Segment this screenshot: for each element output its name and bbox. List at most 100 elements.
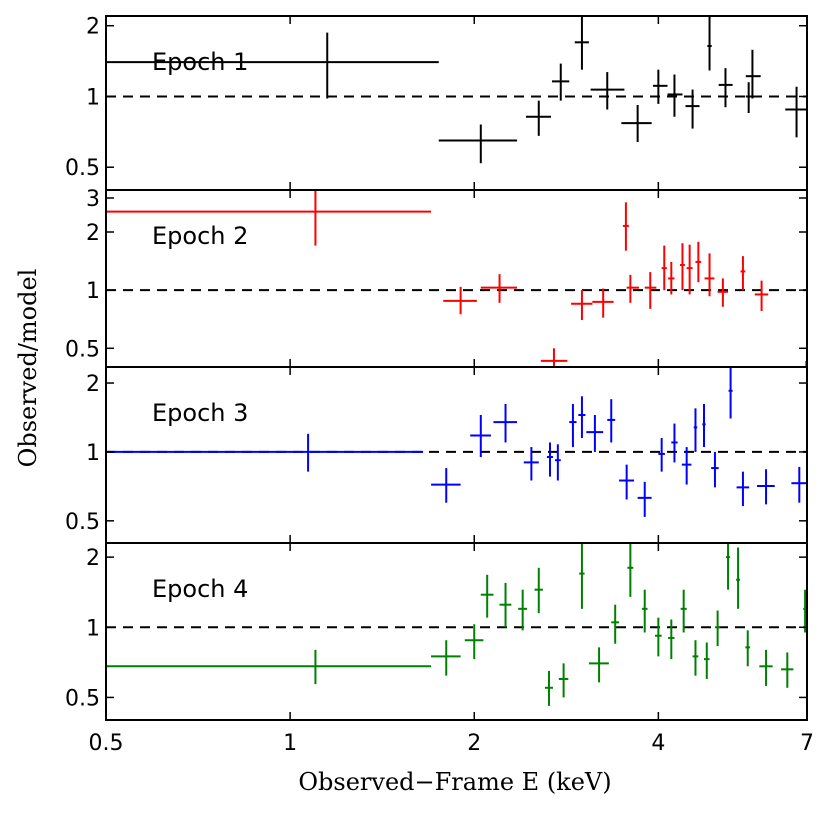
x-axis-title: Observed−Frame E (keV): [298, 768, 611, 796]
panel-frame: [105, 189, 808, 368]
data-point: [106, 32, 439, 99]
panel-label: Epoch 2: [152, 222, 248, 250]
y-tick-label: 0.5: [65, 337, 100, 362]
data-point: [558, 663, 569, 698]
data-point: [714, 610, 721, 647]
data-point: [627, 543, 634, 597]
x-tick-label: 1: [283, 731, 297, 756]
data-point: [622, 202, 629, 251]
data-point: [525, 100, 551, 136]
data-point: [586, 414, 604, 452]
data-point: [626, 274, 640, 303]
data-point: [534, 567, 543, 614]
x-tick-label: 0.5: [89, 731, 124, 756]
data-point: [644, 272, 657, 309]
data-point: [544, 670, 553, 706]
panel-frame: [105, 542, 808, 721]
data-point: [470, 414, 491, 458]
data-point: [680, 589, 687, 633]
data-point: [740, 256, 746, 291]
y-tick-label: 0.5: [65, 510, 100, 535]
data-point: [652, 69, 668, 104]
data-point: [540, 348, 568, 367]
panel-epoch-2: 0.5 1 2 3 Epoch 2: [65, 187, 808, 368]
data-point: [745, 630, 751, 667]
data-point: [757, 469, 775, 505]
data-point: [607, 399, 616, 443]
data-point: [438, 124, 518, 164]
y-tick-label: 2: [86, 221, 100, 246]
data-point: [791, 466, 807, 503]
data-point: [736, 547, 741, 609]
data-point: [578, 396, 586, 439]
panel-label: Epoch 4: [152, 575, 248, 603]
y-tick-label: 1: [86, 279, 100, 304]
panel-label: Epoch 3: [152, 399, 248, 427]
data-point: [499, 582, 512, 628]
data-point: [621, 104, 652, 143]
data-point: [546, 442, 553, 477]
data-point: [680, 243, 685, 291]
data-point: [711, 451, 719, 488]
data-point: [745, 49, 761, 99]
y-tick-label: 1: [86, 85, 100, 110]
y-tick-label: 1: [86, 441, 100, 466]
y-tick-label: 0.5: [65, 156, 100, 181]
data-series: [106, 190, 807, 367]
data-point: [611, 604, 620, 644]
data-point: [695, 241, 702, 283]
y-tick-label: 2: [86, 372, 100, 397]
data-point: [523, 447, 539, 481]
panel-frame: [105, 366, 808, 544]
data-point: [725, 543, 731, 590]
data-point: [736, 471, 750, 507]
data-point: [106, 190, 432, 246]
data-point: [493, 403, 518, 443]
panel-frame: [105, 15, 808, 191]
data-point: [579, 543, 585, 609]
data-point: [641, 589, 648, 633]
data-point: [106, 649, 432, 685]
data-point: [637, 481, 652, 517]
data-point: [571, 290, 593, 321]
data-point: [590, 72, 625, 110]
data-series: [106, 543, 807, 706]
data-point: [704, 253, 715, 297]
data-point: [693, 408, 698, 452]
data-point: [668, 261, 675, 295]
data-point: [667, 74, 683, 117]
x-tick-label: 4: [651, 731, 665, 756]
data-point: [619, 464, 635, 500]
data-point: [718, 68, 733, 108]
data-point: [588, 647, 609, 683]
data-point: [781, 652, 794, 688]
data-point: [518, 589, 528, 631]
panel-epoch-1: 0.5 1 2 Epoch 1: [65, 15, 808, 191]
data-point: [106, 433, 424, 472]
panel-epoch-4: 0.5 1 2 Epoch 4: [65, 542, 808, 721]
y-tick-label: 0.5: [65, 686, 100, 711]
data-point: [592, 288, 614, 318]
data-point: [443, 286, 477, 315]
data-point: [707, 16, 712, 71]
data-point: [692, 640, 699, 676]
data-point: [668, 619, 675, 660]
panel-epoch-3: 0.5 1 2 Epoch 3: [65, 366, 808, 544]
data-point: [754, 280, 769, 311]
data-point: [551, 63, 570, 101]
data-point: [686, 244, 693, 295]
data-point: [661, 245, 667, 291]
x-tick-label: 2: [467, 731, 481, 756]
data-point: [703, 642, 710, 679]
data-point: [431, 640, 461, 676]
data-point: [574, 16, 589, 70]
x-tick-label: 7: [800, 731, 814, 756]
data-point: [480, 274, 518, 303]
data-point: [554, 444, 561, 481]
y-tick-label: 2: [86, 546, 100, 571]
data-point: [745, 82, 752, 114]
data-point: [728, 367, 733, 419]
data-point: [655, 617, 662, 657]
panel-label: Epoch 1: [152, 48, 248, 76]
